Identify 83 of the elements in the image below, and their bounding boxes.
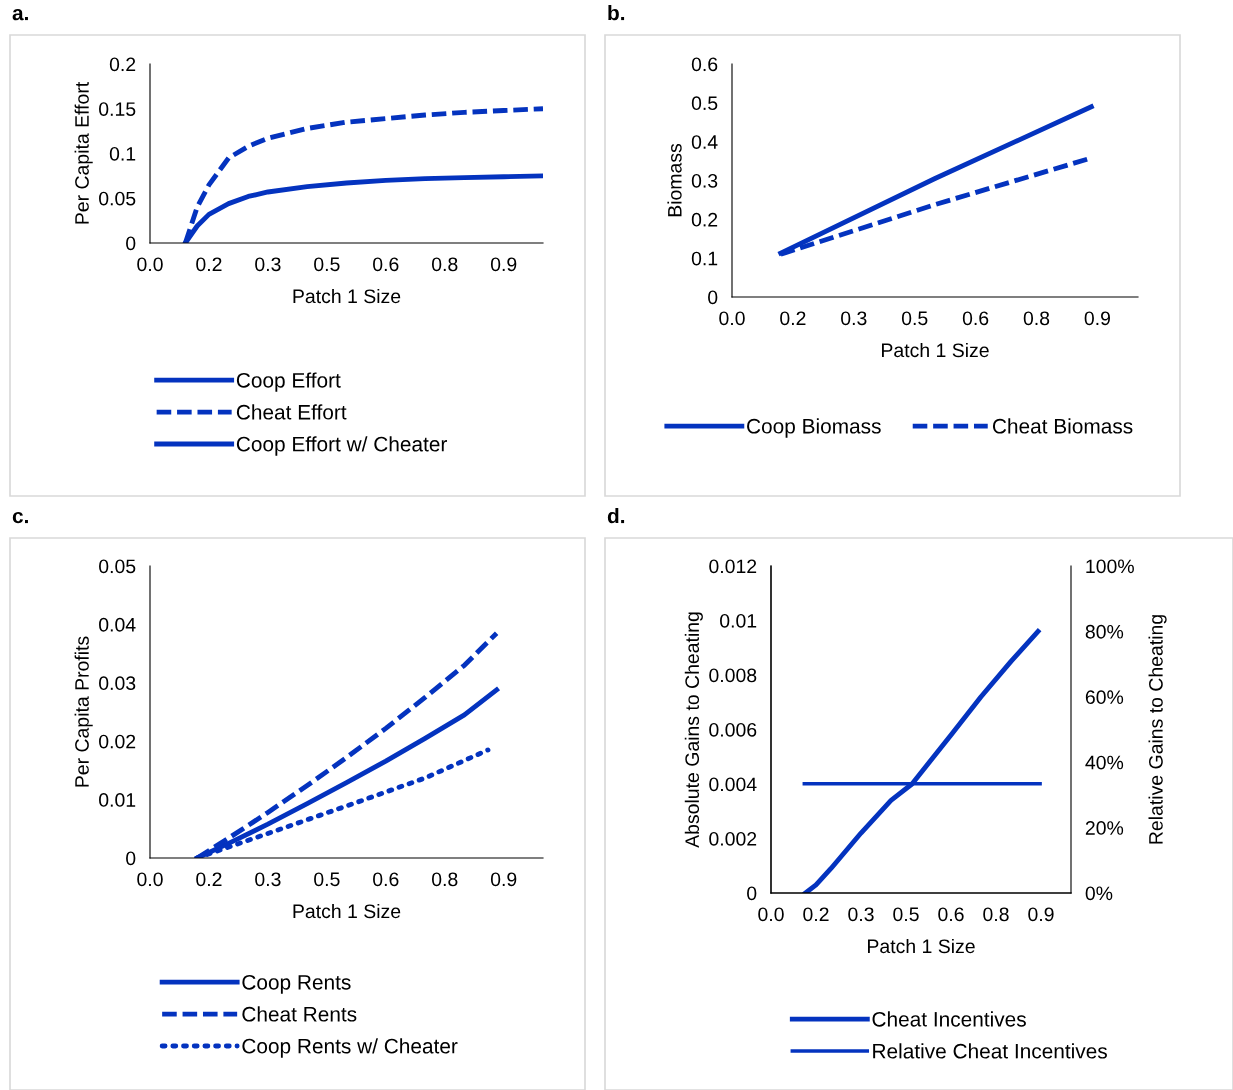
y-tick-label: 0.01 [720,613,757,628]
chart-title: b. [608,5,625,21]
y2-tick-label: 40% [1085,755,1124,770]
y-tick-label: 0 [747,886,757,901]
y2-tick-label: 0% [1085,886,1113,901]
x-tick-label: 0.9 [490,257,517,272]
y-tick-label: 0.03 [99,676,136,691]
y-tick-label: 0.004 [709,777,757,792]
y-tick-label: 0.04 [99,617,136,632]
x-tick-label: 0.2 [196,872,222,887]
x-tick-label: 0.6 [373,872,399,887]
x-tick-label: 0.6 [962,311,989,326]
y-tick-label: 0.4 [691,135,718,149]
x-tick-label: 0.0 [137,872,163,887]
x-tick-label: 0.6 [938,907,964,922]
legend-label: Cheat Incentives [872,1011,1026,1027]
x-tick-label: 0.0 [137,257,163,272]
y2-tick-label: 100% [1086,559,1134,574]
y-tick-label: 0.5 [691,96,718,111]
x-tick-label: 0.5 [314,872,340,887]
y-tick-label: 0 [708,290,718,305]
x-tick-label: 0.5 [314,257,340,272]
x-tick-label: 0.2 [196,257,222,272]
y-tick-label: 0.01 [99,793,136,807]
y-tick-label: 0.02 [99,734,136,749]
y-tick-label: 0.05 [99,191,136,206]
x-tick-label: 0.2 [780,311,806,326]
legend-label: Coop Rents [242,974,351,994]
y2-tick-label: 20% [1085,821,1124,835]
y-tick-label: 0.006 [709,722,757,737]
y-tick-label: 0.1 [691,251,718,266]
x-tick-label: 0.3 [841,311,867,326]
x-tick-label: 0.8 [432,872,458,887]
legend-label: Cheat Biomass [992,418,1133,434]
legend-label: Relative Cheat Incentives [873,1043,1107,1059]
x-tick-label: 0.3 [848,907,874,922]
y-axis-title: Absolute Gains to Cheating [684,612,703,848]
y-tick-label: 0.05 [99,559,136,574]
legend-label: Coop Biomass [747,418,881,438]
x-tick-label: 0.2 [803,907,829,922]
chart-title: c. [12,511,28,524]
chart-title: a. [12,8,28,21]
y-tick-label: 0.15 [99,102,136,116]
y-tick-label: 0.1 [109,146,136,161]
y2-tick-label: 80% [1085,624,1124,639]
x-tick-label: 0.9 [1028,907,1054,922]
x-tick-label: 0.6 [373,257,399,272]
x-tick-label: 0.3 [255,872,281,887]
x-tick-label: 0.0 [719,311,745,326]
y2-tick-label: 60% [1085,690,1124,705]
chart-title: d. [607,508,625,524]
x-tick-label: 0.8 [432,257,458,272]
x-axis-title: Patch 1 Size [868,938,975,954]
y2-axis-title: Relative Gains to Cheating [1148,615,1167,844]
legend-label: Coop Rents w/ Cheater [242,1038,458,1058]
y-axis-title: Per Capita Effort [74,81,93,224]
y-tick-label: 0.002 [709,831,757,846]
x-axis-title: Patch 1 Size [293,288,401,304]
y-tick-label: 0 [126,236,136,251]
x-tick-label: 0.9 [490,872,517,887]
x-tick-label: 0.8 [1023,311,1050,326]
x-axis-title: Patch 1 Size [882,342,989,358]
y-tick-label: 0.6 [691,57,718,72]
x-tick-label: 0.5 [893,907,919,922]
x-tick-label: 0.8 [983,907,1009,922]
x-axis-title: Patch 1 Size [293,903,401,919]
legend-label: Cheat Effort [236,404,347,420]
y-axis-title: Per Capita Profits [74,636,93,787]
legend-label: Cheat Rents [242,1006,357,1022]
y-tick-label: 0.008 [709,668,757,683]
x-tick-label: 0.9 [1084,311,1110,326]
legend-label: Coop Effort [236,372,341,392]
y-tick-label: 0.2 [109,57,136,72]
y-tick-label: 0.2 [691,212,718,227]
y-tick-label: 0 [126,851,136,866]
x-tick-label: 0.3 [255,257,281,272]
y-tick-label: 0.3 [691,173,718,188]
y-axis-title: Biomass [667,143,682,217]
x-tick-label: 0.5 [901,311,928,326]
x-tick-label: 0.0 [758,907,784,922]
y-tick-label: 0.012 [709,559,757,574]
line-series [803,628,1041,893]
legend-label: Coop Effort w/ Cheater [236,436,448,456]
